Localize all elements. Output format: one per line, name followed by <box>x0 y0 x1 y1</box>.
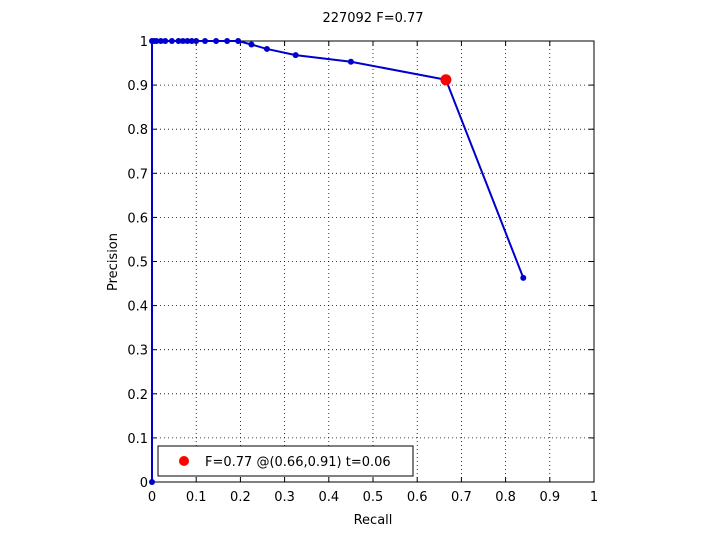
x-tick-label: 0.6 <box>407 490 428 505</box>
pr-curve-point <box>188 38 195 44</box>
y-tick-label: 0.3 <box>127 344 148 359</box>
series-layer <box>149 38 527 485</box>
x-tick-label: 0.5 <box>363 490 384 505</box>
y-tick-label: 0.5 <box>127 256 148 271</box>
pr-curve-point <box>157 38 164 44</box>
pr-curve-point <box>149 479 155 485</box>
x-tick-label: 0.7 <box>451 490 472 505</box>
y-tick-label: 0.9 <box>127 79 148 94</box>
legend: F=0.77 @(0.66,0.91) t=0.06 <box>157 445 414 477</box>
y-tick-label: 0.8 <box>127 123 148 138</box>
y-axis-label: Precision <box>106 233 121 291</box>
y-tick-label: 0 <box>140 476 148 491</box>
pr-curve-point <box>179 38 186 44</box>
chart-title: 227092 F=0.77 <box>322 11 423 26</box>
x-tick-label: 1 <box>590 490 598 505</box>
pr-curve-point <box>153 38 160 44</box>
pr-curve-point <box>162 38 169 44</box>
y-tick-label: 0.2 <box>127 388 148 403</box>
pr-curve-point <box>184 38 191 44</box>
x-tick-label: 0.1 <box>186 490 207 505</box>
pr-curve-point <box>292 52 299 59</box>
pr-curve-line <box>151 40 525 482</box>
pr-curve-point <box>213 38 220 44</box>
pr-curve-point <box>263 45 270 52</box>
pr-curve-point <box>175 38 182 44</box>
legend-label: F=0.77 @(0.66,0.91) t=0.06 <box>205 455 391 470</box>
pr-curve-point <box>347 58 354 65</box>
best-f-point <box>440 74 452 86</box>
y-tick-label: 0.6 <box>127 211 148 226</box>
pr-curve-point <box>224 38 231 44</box>
legend-box <box>157 445 414 477</box>
pr-curve-point <box>193 38 200 44</box>
y-tick-label: 0.7 <box>127 167 148 182</box>
best-f-point-layer <box>440 74 452 86</box>
x-tick-label: 0.4 <box>318 490 339 505</box>
x-tick-label: 0.8 <box>495 490 516 505</box>
y-tick-label: 1 <box>140 35 148 50</box>
x-tick-label: 0 <box>148 490 156 505</box>
x-tick-label: 0.2 <box>230 490 251 505</box>
grid-lines <box>152 41 594 482</box>
legend-marker <box>179 456 189 466</box>
x-axis-label: Recall <box>354 513 393 528</box>
pr-curve-point <box>202 38 209 44</box>
x-tick-label: 0.3 <box>274 490 295 505</box>
x-tick-label: 0.9 <box>539 490 560 505</box>
y-tick-label: 0.1 <box>127 432 148 447</box>
pr-curve-point <box>168 38 175 44</box>
axis-ticks: 0 0.1 0.2 0.3 0.4 0.5 0.6 0.7 0.8 0.9 1 0 0.1 0.2 0.3 0… <box>127 35 598 505</box>
y-tick-label: 0.4 <box>127 300 148 315</box>
pr-curve-point <box>248 41 255 48</box>
pr-curve-point <box>235 38 242 44</box>
pr-curve-point <box>520 274 527 281</box>
